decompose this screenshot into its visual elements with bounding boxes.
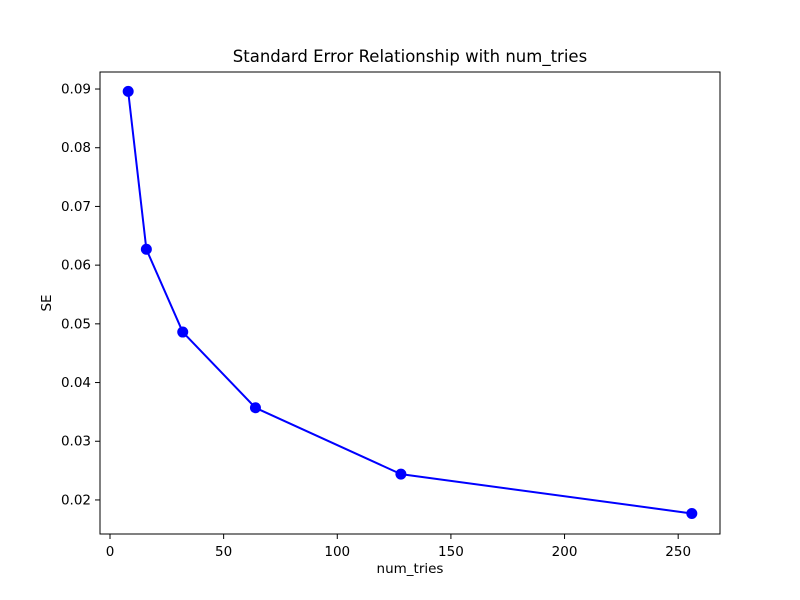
- x-tick-label: 0: [106, 544, 115, 560]
- x-tick-label: 200: [552, 544, 578, 560]
- y-tick-label: 0.03: [61, 434, 91, 450]
- y-tick-label: 0.04: [61, 375, 91, 391]
- x-axis-label: num_tries: [376, 561, 444, 577]
- x-tick-label: 250: [665, 544, 691, 560]
- data-point: [249, 402, 261, 414]
- y-tick-label: 0.05: [61, 316, 91, 332]
- x-tick-label: 150: [438, 544, 464, 560]
- data-point: [686, 507, 698, 519]
- data-point: [122, 85, 134, 97]
- y-tick-label: 0.02: [61, 492, 91, 508]
- y-tick-label: 0.08: [61, 140, 91, 156]
- data-line: [127, 90, 693, 515]
- chart-title: Standard Error Relationship with num_tri…: [232, 47, 588, 66]
- x-tick-label: 100: [324, 544, 350, 560]
- x-tick-label: 50: [215, 544, 232, 560]
- y-tick-label: 0.07: [61, 199, 91, 215]
- y-tick-label: 0.06: [61, 258, 91, 274]
- data-point: [140, 243, 152, 255]
- y-tick-label: 0.09: [61, 82, 91, 98]
- axes-frame: [99, 71, 721, 535]
- data-point: [395, 468, 407, 480]
- data-point: [177, 326, 189, 338]
